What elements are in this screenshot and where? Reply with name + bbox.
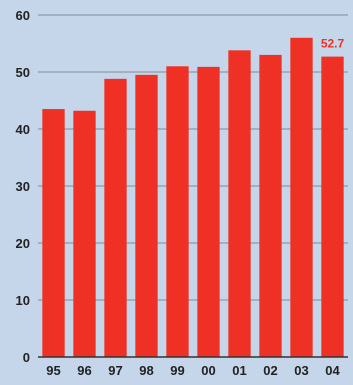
x-tick-label-04: 04 — [325, 363, 340, 378]
y-tick-label-60: 60 — [16, 8, 30, 23]
y-tick-label-50: 50 — [16, 65, 30, 80]
x-tick-label-98: 98 — [139, 363, 153, 378]
bar-95 — [42, 109, 65, 357]
y-tick-label-0: 0 — [23, 350, 30, 365]
x-tick-label-97: 97 — [108, 363, 122, 378]
x-tick-label-00: 00 — [201, 363, 215, 378]
bar-04 — [321, 56, 344, 358]
labels: 0 10 20 30 40 50 60 95 96 97 98 99 00 01 02 03 04 52.7 — [16, 8, 345, 378]
y-tick-label-30: 30 — [16, 179, 30, 194]
data-label-04: 52.7 — [321, 37, 345, 51]
bar-00 — [197, 66, 220, 358]
bar-99 — [166, 66, 189, 358]
bars — [42, 37, 344, 358]
y-tick-label-20: 20 — [16, 236, 30, 251]
x-tick-label-03: 03 — [294, 363, 308, 378]
bar-03 — [290, 37, 313, 358]
y-tick-label-40: 40 — [16, 122, 30, 137]
y-tick-label-10: 10 — [16, 293, 30, 308]
x-tick-label-99: 99 — [170, 363, 184, 378]
bar-98 — [135, 74, 158, 357]
bar-97 — [104, 78, 127, 357]
x-tick-label-95: 95 — [46, 363, 60, 378]
x-tick-label-02: 02 — [263, 363, 277, 378]
bar-02 — [259, 54, 282, 358]
bar-96 — [73, 110, 96, 357]
x-tick-label-96: 96 — [77, 363, 91, 378]
bar-01 — [228, 50, 251, 358]
x-tick-label-01: 01 — [232, 363, 246, 378]
